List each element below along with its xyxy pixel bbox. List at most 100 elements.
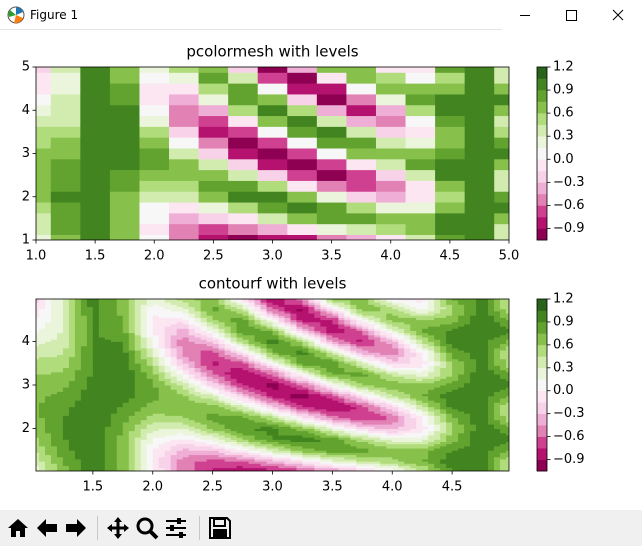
contour-fill xyxy=(254,350,261,353)
contour-fill xyxy=(308,428,315,432)
contour-fill xyxy=(368,426,375,429)
contour-fill xyxy=(104,371,112,375)
contour-fill xyxy=(206,448,214,451)
contour-fill xyxy=(38,402,46,405)
contour-fill xyxy=(152,352,160,355)
contour-fill xyxy=(272,347,279,351)
contour-fill xyxy=(230,306,237,310)
contour-fill xyxy=(188,441,196,445)
contour-fill xyxy=(74,306,82,310)
contour-fill xyxy=(356,382,363,386)
x-tick-label: 2.5 xyxy=(203,249,224,264)
minimize-button[interactable] xyxy=(502,0,548,30)
contour-fill xyxy=(188,426,196,429)
contour-fill xyxy=(164,308,172,312)
contour-fill xyxy=(332,339,339,342)
contour-fill xyxy=(146,417,154,421)
contour-fill xyxy=(362,406,369,410)
contour-fill xyxy=(110,389,118,392)
contour-fill xyxy=(188,354,196,358)
contour-fill xyxy=(86,332,94,336)
contour-fill xyxy=(134,343,142,347)
contour-fill xyxy=(56,389,64,392)
contour-fill xyxy=(194,308,202,312)
contour-fill xyxy=(92,461,100,464)
contour-fill xyxy=(146,439,154,443)
contour-fill xyxy=(152,465,160,469)
contour-fill xyxy=(302,463,309,466)
contour-fill xyxy=(374,367,381,371)
contour-fill xyxy=(320,459,327,462)
contour-fill xyxy=(98,398,106,401)
contour-fill xyxy=(236,374,243,377)
contour-fill xyxy=(212,378,220,382)
contour-fill xyxy=(248,428,255,432)
contour-fill xyxy=(62,426,70,429)
contour-fill xyxy=(266,315,273,318)
contour-fill xyxy=(302,437,309,440)
contour-fill xyxy=(140,365,148,368)
contour-fill xyxy=(182,443,190,447)
close-button[interactable] xyxy=(594,0,642,30)
contour-fill xyxy=(224,334,231,338)
contour-fill xyxy=(110,352,118,355)
maximize-button[interactable] xyxy=(548,0,594,30)
contour-fill xyxy=(182,356,190,360)
contour-fill xyxy=(98,367,106,371)
contour-fill xyxy=(302,356,309,360)
contour-fill xyxy=(200,435,208,438)
contour-fill xyxy=(350,439,357,443)
contour-fill xyxy=(158,356,166,360)
contour-fill xyxy=(116,387,124,390)
contour-fill xyxy=(326,408,333,412)
contour-fill xyxy=(332,343,339,347)
contour-fill xyxy=(80,467,88,471)
contour-fill xyxy=(254,445,261,449)
contour-fill xyxy=(206,435,214,438)
contour-fill xyxy=(278,319,285,323)
contour-fill xyxy=(362,467,369,471)
contour-fill xyxy=(290,347,297,351)
contour-fill xyxy=(218,347,226,351)
contour-fill xyxy=(122,334,130,338)
contour-fill xyxy=(62,341,70,345)
contour-fill xyxy=(188,365,196,368)
contour-fill xyxy=(260,299,267,301)
contour-fill xyxy=(140,404,148,408)
contour-fill xyxy=(278,426,285,429)
contour-fill xyxy=(38,310,46,314)
contour-fill xyxy=(380,450,387,453)
contour-fill xyxy=(218,452,226,456)
contour-fill xyxy=(344,443,351,447)
contour-fill xyxy=(170,398,178,401)
mesh-cell xyxy=(435,191,466,203)
contour-fill xyxy=(110,376,118,379)
contour-fill xyxy=(326,398,333,401)
contour-fill xyxy=(128,300,136,303)
contour-fill xyxy=(242,361,249,364)
contour-fill xyxy=(98,439,106,443)
contour-fill xyxy=(344,450,351,453)
contour-fill xyxy=(62,415,70,419)
contour-fill xyxy=(266,358,273,362)
contour-fill xyxy=(38,469,46,471)
contour-fill xyxy=(260,419,267,423)
contour-fill xyxy=(338,367,345,371)
contour-fill xyxy=(36,422,40,425)
contour-fill xyxy=(278,402,285,405)
contour-fill xyxy=(152,321,160,325)
contour-fill xyxy=(152,456,160,460)
contour-fill xyxy=(350,395,357,399)
contour-fill xyxy=(230,310,237,314)
contour-fill xyxy=(86,454,94,458)
contour-fill xyxy=(350,467,357,471)
contour-fill xyxy=(218,302,226,305)
contour-fill xyxy=(248,299,255,301)
contour-fill xyxy=(224,404,231,408)
contour-fill xyxy=(92,352,100,355)
colorbar-frame xyxy=(536,66,548,241)
contour-fill xyxy=(320,419,327,423)
contour-fill xyxy=(164,328,172,331)
contour-fill xyxy=(140,361,148,364)
contour-fill xyxy=(116,426,124,429)
